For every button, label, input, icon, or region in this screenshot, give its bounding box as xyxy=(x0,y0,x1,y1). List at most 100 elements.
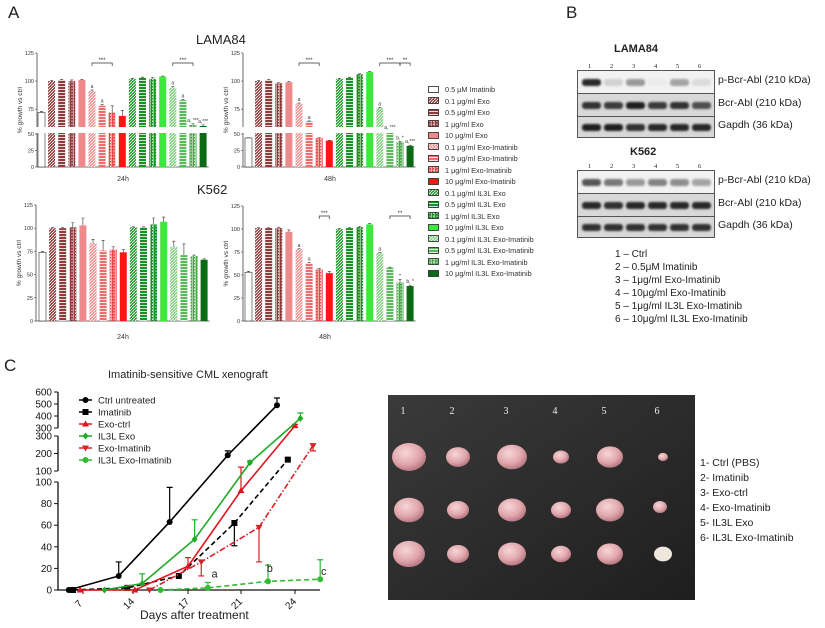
legend-item: 0.5 μg/ml Exo xyxy=(428,107,534,119)
protein-band xyxy=(582,79,601,86)
significance-label: a xyxy=(308,115,311,121)
legend-item: 10 μg/ml Exo xyxy=(428,130,534,142)
bar xyxy=(49,228,57,321)
legend-label: 0.5 μg/ml IL3L Exo xyxy=(445,200,506,210)
error-bar xyxy=(348,76,351,78)
band-label: Bcr-Abl (210 kDa) xyxy=(718,197,802,209)
photo-legend-item: 2- Imatinib xyxy=(700,472,750,484)
legend-label: 10 μg/ml Exo-Imatinib xyxy=(445,177,516,187)
y-axis-label: % growth vs ctrl xyxy=(17,87,24,133)
legend-swatch xyxy=(428,131,439,139)
series-line xyxy=(149,445,314,591)
error-bar xyxy=(161,75,165,77)
legend-label: Exo-Imatinib xyxy=(98,444,151,455)
error-bar xyxy=(50,80,54,82)
error-bar xyxy=(70,79,74,82)
legend-label: 0.5 μg/ml Exo-Imatinib xyxy=(445,154,518,164)
data-point xyxy=(82,420,89,427)
legend-item: 0.1 μg/ml Exo-Imatinib xyxy=(428,142,534,154)
legend-swatch xyxy=(428,212,439,220)
significance-label: a xyxy=(378,246,381,252)
x-axis-label: 24h xyxy=(117,176,129,183)
lama84-chart-title: LAMA84 xyxy=(196,32,246,47)
error-bar xyxy=(368,71,372,73)
legend-item: 0.5 μM Imatinib xyxy=(428,84,534,96)
bracket-label: *** xyxy=(179,58,187,64)
photo-column-label: 4 xyxy=(553,406,558,417)
bar xyxy=(285,231,293,321)
bar xyxy=(159,76,167,167)
photo-column-label: 2 xyxy=(450,406,455,417)
significance-bracket xyxy=(172,62,194,66)
tumor xyxy=(498,542,526,566)
tumor xyxy=(597,446,623,468)
significance-label: a xyxy=(91,84,94,90)
protein-band xyxy=(670,179,689,186)
legend-item: 0.1 μg/ml IL3L Exo-Imatinib xyxy=(428,234,534,246)
y-tick-label: 125 xyxy=(231,51,240,57)
legend-label: 10 μg/ml IL3L Exo-Imatinib xyxy=(445,269,532,279)
legend-item: 0.5 μg/ml IL3L Exo-Imatinib xyxy=(428,245,534,257)
protein-band xyxy=(670,202,689,209)
panel-label-b: B xyxy=(566,3,578,22)
blot-strip xyxy=(577,193,715,217)
data-point xyxy=(247,459,253,467)
protein-band xyxy=(670,224,689,231)
photo-legend-item: 6- IL3L Exo-Imatinib xyxy=(700,532,794,544)
data-point xyxy=(224,452,231,459)
bar xyxy=(346,77,353,167)
lane-number: 6 xyxy=(698,63,702,70)
error-bar xyxy=(256,527,262,563)
x-axis-label: 48h xyxy=(319,334,331,341)
error-bar xyxy=(40,111,43,113)
tumor-photo: 1 2 3 4 5 6 xyxy=(388,395,695,600)
bar xyxy=(305,263,313,321)
x-axis-label: 24h xyxy=(117,334,129,341)
bracket-label: *** xyxy=(386,58,394,64)
significance-label: * xyxy=(399,274,401,280)
significance-label: a xyxy=(182,94,185,100)
legend-label: 0.5 μg/ml Exo xyxy=(445,108,490,118)
bar xyxy=(68,81,76,167)
bar xyxy=(118,115,126,167)
legend-swatch xyxy=(428,85,439,93)
data-point xyxy=(76,586,84,593)
bracket-label: ** xyxy=(398,211,403,217)
y-axis-label: % growth vs ctrl xyxy=(16,240,23,286)
bar xyxy=(108,112,116,167)
photo-legend: 1- Ctrl (PBS) 2- Imatinib 3- Exo-ctrl 4-… xyxy=(700,456,794,546)
bar xyxy=(200,259,208,321)
significance-bracket xyxy=(389,215,411,219)
legend-label: 0.1 μg/ml IL3L Exo-Imatinib xyxy=(445,234,534,244)
band-label: Gapdh (36 kDa) xyxy=(718,219,793,231)
photo-column-label: 3 xyxy=(504,406,509,417)
data-point xyxy=(101,586,108,594)
bar xyxy=(356,74,364,167)
tumor xyxy=(446,447,470,467)
error-bar xyxy=(151,77,155,79)
data-point xyxy=(317,576,324,583)
data-point xyxy=(309,443,317,450)
y-tick-label: 80 xyxy=(41,499,53,510)
protein-band xyxy=(692,179,711,186)
error-bar xyxy=(121,249,125,253)
bar xyxy=(275,228,283,321)
xenograft-chart-title: Imatinib-sensitive CML xenograft xyxy=(108,369,268,381)
tumor xyxy=(654,546,672,562)
protein-band xyxy=(670,79,689,86)
legend-label: IL3L Exo xyxy=(98,432,135,443)
error-bar xyxy=(247,271,250,273)
y-tick-label: 0 xyxy=(237,165,240,171)
significance-bracket xyxy=(298,62,320,66)
data-point xyxy=(237,487,245,494)
y-tick-label: 20 xyxy=(41,564,53,575)
y-tick-label: 25 xyxy=(28,149,34,155)
lane-number: 2 xyxy=(610,63,614,70)
wb-legend-item: 1 – Ctrl xyxy=(615,249,648,260)
data-point xyxy=(70,587,76,593)
bar xyxy=(37,112,46,168)
y-tick-label: 50 xyxy=(27,273,33,279)
error-bar xyxy=(110,105,114,113)
blot-strip xyxy=(577,70,715,94)
legend-swatch xyxy=(428,97,439,105)
